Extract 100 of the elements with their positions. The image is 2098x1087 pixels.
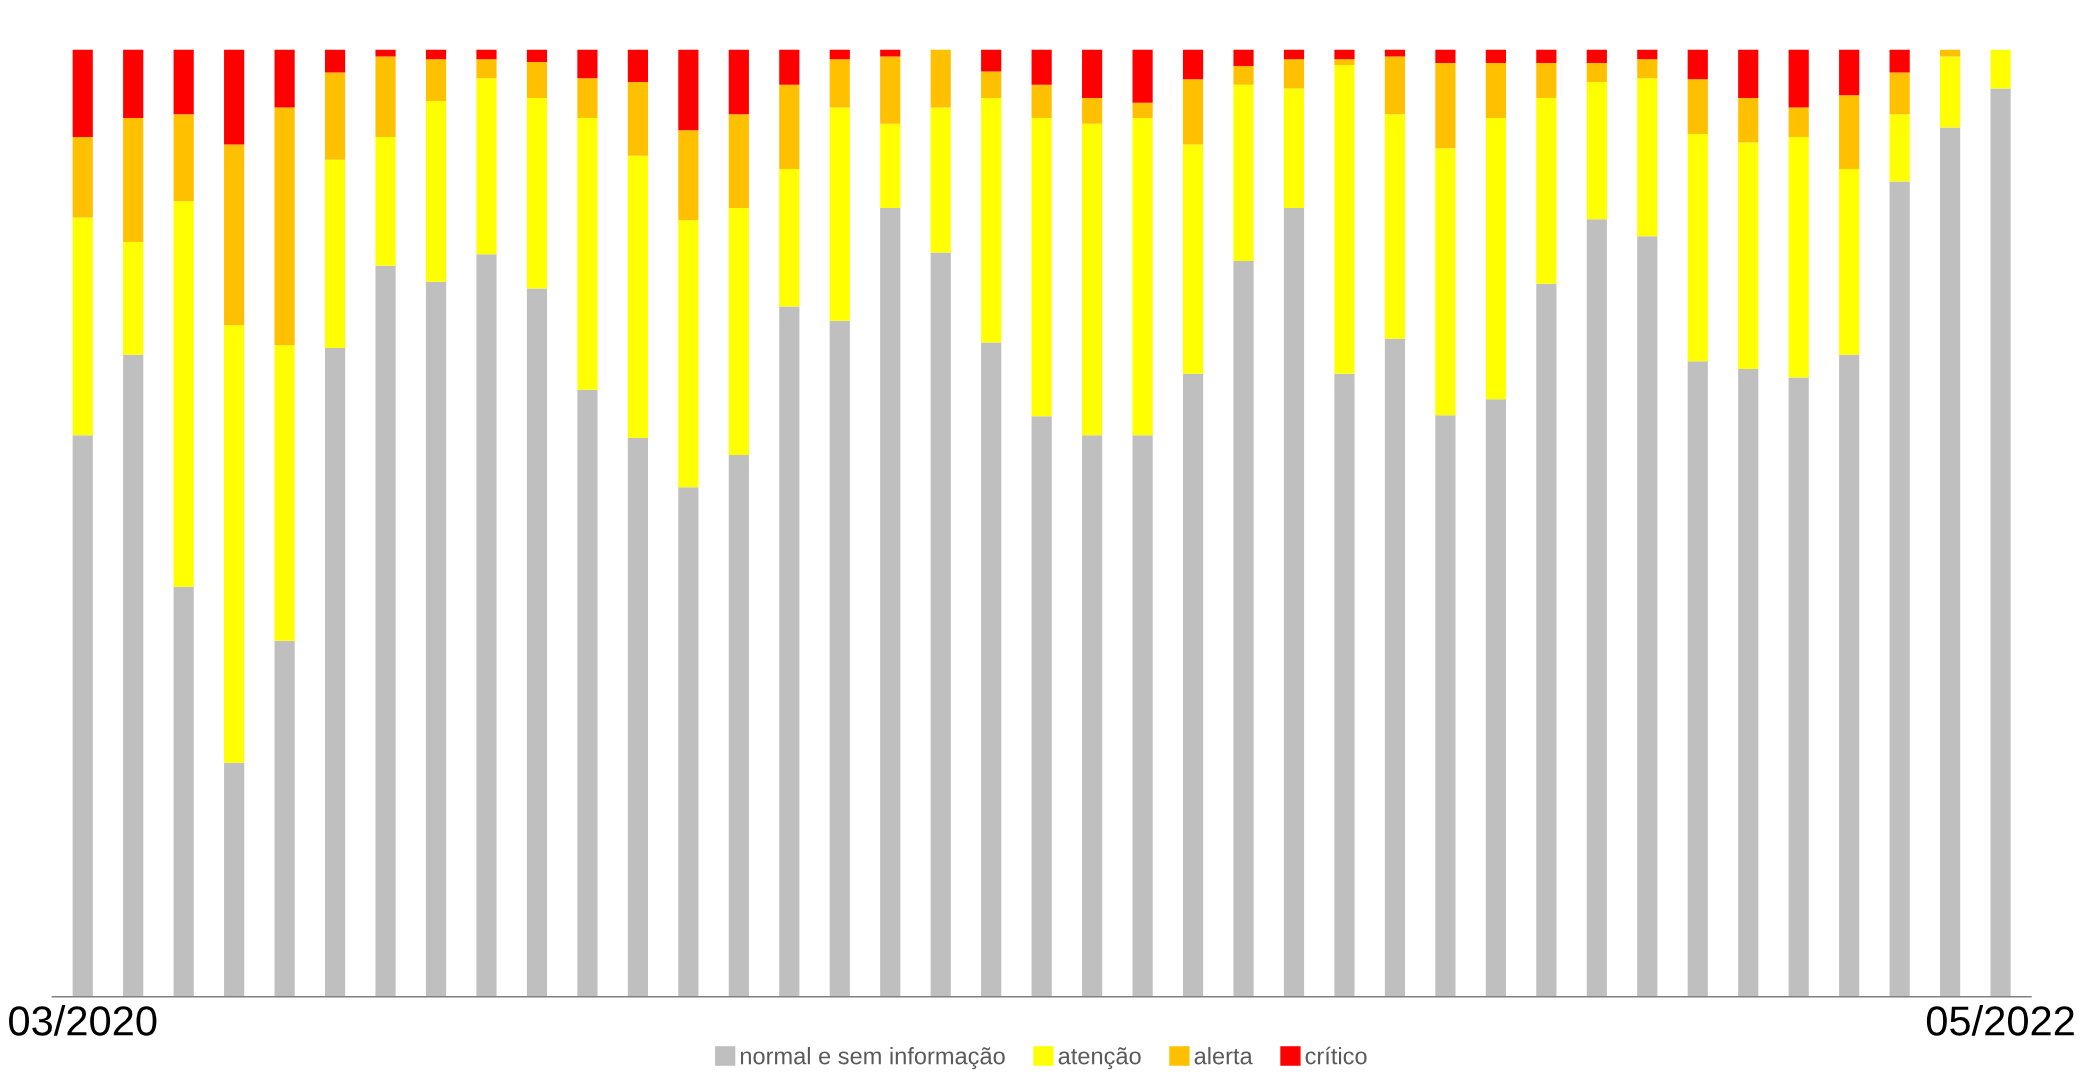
bar bbox=[526, 288, 548, 997]
bar bbox=[375, 265, 396, 997]
bar bbox=[173, 49, 194, 115]
bar bbox=[526, 49, 548, 63]
bar bbox=[981, 98, 1002, 343]
legend-label: normal e sem informação bbox=[740, 1047, 1005, 1070]
bar bbox=[627, 49, 648, 82]
bar bbox=[1031, 117, 1052, 417]
bar bbox=[880, 207, 901, 997]
bar bbox=[1839, 354, 1860, 997]
bar bbox=[1637, 49, 1658, 60]
bar bbox=[1788, 377, 1809, 997]
bar bbox=[123, 117, 144, 243]
bar bbox=[1788, 49, 1809, 108]
bar bbox=[728, 49, 749, 115]
bar bbox=[123, 354, 144, 997]
bar bbox=[1687, 361, 1708, 997]
bar bbox=[1586, 49, 1607, 64]
bar bbox=[678, 487, 699, 997]
bar bbox=[1435, 49, 1456, 64]
bar bbox=[1738, 98, 1759, 143]
bar bbox=[224, 325, 245, 763]
bar bbox=[577, 389, 598, 997]
bar bbox=[1082, 123, 1103, 436]
bar bbox=[829, 49, 850, 60]
bar bbox=[1031, 49, 1052, 85]
bar bbox=[1132, 49, 1153, 103]
x-tick-label: 03/2020 bbox=[9, 1005, 157, 1036]
bar bbox=[1536, 98, 1557, 284]
bar bbox=[1637, 236, 1658, 997]
bar bbox=[274, 640, 295, 997]
bar bbox=[274, 107, 295, 346]
bar bbox=[1233, 84, 1254, 261]
bar bbox=[678, 49, 699, 131]
bar bbox=[1687, 49, 1708, 80]
bar bbox=[1889, 72, 1910, 115]
bar bbox=[324, 159, 346, 349]
bar bbox=[1990, 49, 2011, 89]
bar bbox=[829, 107, 850, 321]
bar bbox=[1687, 134, 1708, 362]
bar bbox=[1283, 49, 1305, 60]
bar bbox=[1586, 81, 1607, 220]
bar bbox=[779, 306, 800, 997]
bar bbox=[1384, 56, 1406, 115]
bar bbox=[779, 49, 800, 85]
bar bbox=[1940, 56, 1961, 128]
bar bbox=[476, 49, 497, 60]
bar bbox=[1687, 79, 1708, 135]
bar bbox=[829, 59, 850, 108]
bar bbox=[425, 100, 447, 282]
bar bbox=[324, 49, 346, 73]
bar bbox=[1082, 98, 1103, 124]
bar bbox=[1586, 219, 1607, 997]
legend-label: atenção bbox=[1058, 1047, 1141, 1070]
bar bbox=[1485, 49, 1506, 64]
bar bbox=[577, 49, 598, 79]
bar bbox=[1283, 59, 1305, 89]
bar bbox=[1788, 136, 1809, 378]
bar bbox=[779, 84, 800, 170]
bar bbox=[880, 123, 901, 208]
bar bbox=[1182, 49, 1204, 80]
bar bbox=[1738, 368, 1759, 997]
bar bbox=[224, 49, 245, 145]
bar bbox=[476, 59, 497, 79]
bar bbox=[324, 72, 346, 160]
bar bbox=[678, 130, 699, 221]
bar bbox=[1283, 88, 1305, 208]
bar bbox=[425, 59, 447, 101]
bar bbox=[1031, 416, 1052, 997]
bar bbox=[1132, 102, 1153, 118]
bar bbox=[274, 49, 295, 108]
bar bbox=[728, 455, 749, 997]
bar bbox=[1082, 49, 1103, 99]
bar bbox=[577, 78, 598, 118]
bar bbox=[1839, 95, 1860, 170]
bar bbox=[123, 242, 144, 355]
bar bbox=[173, 114, 194, 202]
bar bbox=[476, 254, 497, 997]
bar bbox=[1738, 142, 1759, 369]
bar bbox=[728, 207, 749, 456]
bar bbox=[1839, 169, 1860, 355]
bar bbox=[1182, 144, 1204, 374]
bar bbox=[728, 114, 749, 208]
bar bbox=[375, 136, 396, 266]
bar bbox=[375, 49, 396, 57]
bar bbox=[1182, 373, 1204, 997]
bar bbox=[72, 217, 93, 436]
bar bbox=[1233, 260, 1254, 997]
bar bbox=[1334, 64, 1355, 374]
bar bbox=[930, 107, 951, 253]
bar bbox=[526, 62, 548, 99]
bar bbox=[173, 586, 194, 997]
bar bbox=[981, 49, 1002, 72]
bar bbox=[1536, 49, 1557, 64]
bar bbox=[1334, 49, 1355, 60]
x-tick-label: 05/2022 bbox=[1926, 1005, 2074, 1036]
bar bbox=[1132, 435, 1153, 997]
bar bbox=[577, 117, 598, 390]
bar bbox=[1384, 49, 1406, 57]
bar bbox=[1435, 63, 1456, 149]
